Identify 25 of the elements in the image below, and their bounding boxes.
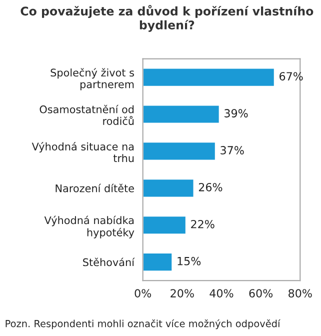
text: Pozn. Respondenti mohli označit více možných odpovědí [6, 319, 280, 330]
x-tick-label: 40% [210, 289, 234, 298]
bar [142, 178, 195, 198]
chart-title: Co považujete za důvod k pořízení vlastního bydlení? [20, 5, 314, 32]
y-tick-label: Osamostatnění od rodičů [40, 104, 134, 125]
bar [142, 141, 216, 162]
bar [142, 252, 174, 272]
y-tick-label: Společný život s partnerem [50, 68, 134, 90]
data-label: 67% [280, 72, 303, 81]
data-label: 37% [220, 146, 244, 154]
y-tick-label: Narození dítěte [56, 184, 134, 192]
y-tick-label: Stěhování [83, 258, 135, 266]
x-tick-label: 20% [170, 289, 194, 298]
data-label: 39% [224, 109, 248, 118]
y-tick-label: Výhodná situace na trhu [32, 142, 134, 162]
data-label: 22% [191, 220, 214, 228]
bar [142, 104, 220, 124]
x-tick-label: 60% [249, 289, 273, 298]
data-label: 26% [198, 182, 222, 192]
y-tick-label: Výhodná nabídka hypotéky [44, 216, 134, 238]
data-label: 15% [178, 256, 201, 266]
x-tick-label: 80% [288, 289, 312, 298]
bar [142, 215, 187, 236]
x-tick-label: 0% [134, 289, 152, 298]
bar [142, 67, 276, 88]
